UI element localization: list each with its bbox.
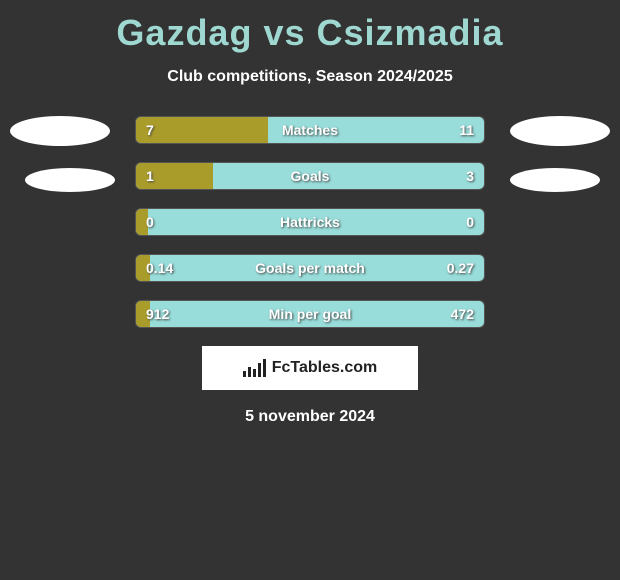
stat-value-left: 1 xyxy=(146,168,154,184)
stat-value-right: 472 xyxy=(451,306,474,322)
footer-logo-text: FcTables.com xyxy=(272,359,378,377)
player-avatar-right-1 xyxy=(510,116,610,146)
stat-value-left: 912 xyxy=(146,306,169,322)
footer-logo[interactable]: FcTables.com xyxy=(202,346,418,390)
stat-value-right: 11 xyxy=(459,122,474,138)
stat-value-right: 0.27 xyxy=(447,260,474,276)
stat-value-right: 3 xyxy=(466,168,474,184)
page-subtitle: Club competitions, Season 2024/2025 xyxy=(0,68,620,86)
stat-row-goals-per-match: 0.14 Goals per match 0.27 xyxy=(135,254,485,282)
stat-bar-fill xyxy=(136,117,268,143)
stat-value-left: 0 xyxy=(146,214,154,230)
stat-label: Min per goal xyxy=(269,306,351,322)
stat-row-hattricks: 0 Hattricks 0 xyxy=(135,208,485,236)
player-avatar-right-2 xyxy=(510,168,600,192)
stat-row-min-per-goal: 912 Min per goal 472 xyxy=(135,300,485,328)
barchart-icon xyxy=(243,359,266,377)
stat-label: Hattricks xyxy=(280,214,340,230)
stat-label: Matches xyxy=(282,122,338,138)
player-avatar-left-2 xyxy=(25,168,115,192)
stat-value-left: 7 xyxy=(146,122,154,138)
player-avatar-left-1 xyxy=(10,116,110,146)
footer-date: 5 november 2024 xyxy=(0,408,620,426)
stat-value-left: 0.14 xyxy=(146,260,173,276)
page-title: Gazdag vs Csizmadia xyxy=(0,0,620,54)
stat-value-right: 0 xyxy=(466,214,474,230)
stat-row-goals: 1 Goals 3 xyxy=(135,162,485,190)
chart-area: 7 Matches 11 1 Goals 3 0 Hattricks 0 0.1… xyxy=(0,116,620,328)
stat-label: Goals per match xyxy=(255,260,365,276)
stat-label: Goals xyxy=(291,168,330,184)
stat-row-matches: 7 Matches 11 xyxy=(135,116,485,144)
